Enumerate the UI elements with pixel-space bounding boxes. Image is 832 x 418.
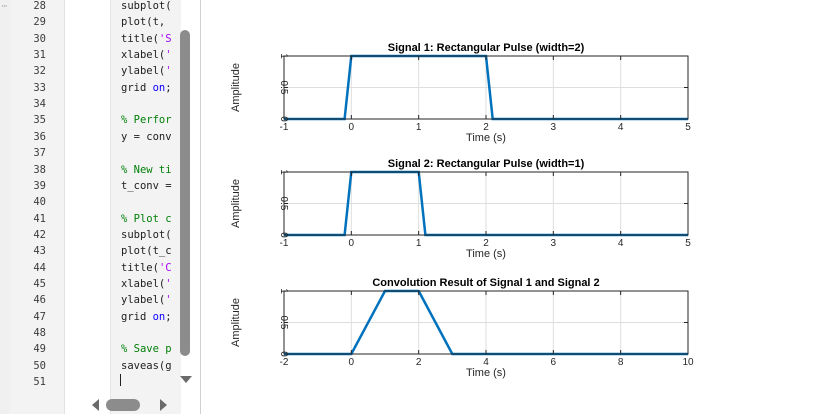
line-number: 37 (33, 147, 46, 160)
code-editor[interactable]: ··· 28 29 30 31 32 33 34 35 36 37 38 39 40 41 42 43 44 45… (0, 0, 201, 414)
line-number: 43 (33, 245, 46, 258)
line-number: 45 (33, 277, 46, 290)
y-axis-label: Amplitude (230, 179, 242, 228)
code-line[interactable]: ylabel(' (121, 65, 172, 78)
scroll-down-arrow-icon[interactable] (180, 376, 192, 383)
line-number: 33 (33, 81, 46, 94)
y-tick-label: 1 (278, 169, 289, 175)
line-number: 47 (33, 310, 46, 323)
x-tick-label: 4 (618, 122, 624, 133)
code-line[interactable]: title('C (121, 261, 172, 274)
x-tick-label: 5 (685, 122, 691, 133)
y-tick-label: 0.5 (278, 197, 289, 211)
scroll-left-arrow-icon[interactable] (92, 399, 99, 411)
x-axis-label: Time (s) (466, 132, 506, 144)
y-tick-label: 1 (278, 53, 289, 59)
y-tick-label: 0 (278, 232, 289, 238)
x-tick-label: 4 (618, 238, 624, 249)
x-tick-label: 0 (349, 122, 355, 133)
line-number: 30 (33, 32, 46, 45)
y-tick-label: 1 (278, 288, 289, 294)
x-tick-label: 2 (483, 238, 489, 249)
x-tick-label: -2 (280, 357, 289, 368)
vertical-scrollbar-thumb[interactable] (180, 30, 190, 356)
line-number: 42 (33, 228, 46, 241)
x-tick-label: 4 (483, 357, 489, 368)
x-tick-label: 3 (551, 238, 557, 249)
line-number: 40 (33, 196, 46, 209)
code-line[interactable]: grid on; (121, 310, 172, 323)
x-tick-label: 3 (551, 122, 557, 133)
subplot-title: Convolution Result of Signal 1 and Signa… (372, 277, 599, 289)
code-line[interactable]: % Perfor (121, 114, 172, 127)
line-number: 46 (33, 294, 46, 307)
scroll-right-arrow-icon[interactable] (160, 399, 167, 411)
line-number: 32 (33, 65, 46, 78)
x-tick-label: 1 (416, 238, 422, 249)
code-area[interactable]: subplot( plot(t, title('S xlabel(' ylabel(' g… (110, 0, 181, 414)
x-tick-label: 1 (416, 122, 422, 133)
code-line[interactable]: y = conv (121, 130, 172, 143)
line-number: 34 (33, 98, 46, 111)
y-tick-label: 0 (278, 351, 289, 357)
x-tick-label: 8 (618, 357, 624, 368)
line-number: 49 (33, 343, 46, 356)
x-tick-label: 2 (483, 122, 489, 133)
code-line[interactable]: title('S (121, 32, 172, 45)
code-line[interactable]: t_conv = (121, 179, 172, 192)
line-number-gutter: 28 29 30 31 32 33 34 35 36 37 38 39 40 41 42 43 44 45 46 47… (10, 0, 65, 414)
code-line[interactable]: subplot( (121, 228, 172, 241)
code-line[interactable]: xlabel(' (121, 49, 172, 62)
y-tick-label: 0.5 (278, 316, 289, 330)
line-number: 38 (33, 163, 46, 176)
code-line[interactable]: % Plot c (121, 212, 172, 225)
code-line[interactable]: grid on; (121, 81, 172, 94)
x-axis-label: Time (s) (466, 248, 506, 260)
code-line[interactable]: % New ti (121, 163, 172, 176)
line-number: 44 (33, 261, 46, 274)
y-tick-label: 0.5 (278, 81, 289, 95)
line-number: 28 (33, 0, 46, 12)
code-line[interactable]: subplot( (121, 0, 172, 12)
line-number: 48 (33, 327, 46, 339)
x-tick-label: -1 (280, 238, 289, 249)
line-number: 29 (33, 16, 46, 29)
x-tick-label: 0 (349, 238, 355, 249)
line-number: 51 (33, 376, 46, 389)
line-number: 31 (33, 49, 46, 62)
x-tick-label: 6 (551, 357, 557, 368)
code-line[interactable]: saveas(g (121, 359, 172, 372)
text-caret (120, 374, 121, 386)
x-tick-label: 10 (682, 357, 694, 368)
code-line[interactable]: plot(t_c (121, 245, 172, 258)
y-tick-label: 0 (278, 116, 289, 122)
line-number: 35 (33, 114, 46, 127)
horizontal-scrollbar-thumb[interactable] (106, 399, 140, 411)
subplot-title: Signal 2: Rectangular Pulse (width=1) (388, 158, 585, 170)
code-line[interactable]: plot(t, (121, 16, 166, 29)
subplot-title: Signal 1: Rectangular Pulse (width=2) (388, 42, 585, 54)
line-number: 50 (33, 359, 46, 372)
y-axis-label: Amplitude (230, 298, 242, 347)
line-number: 41 (33, 212, 46, 225)
x-tick-label: 0 (349, 357, 355, 368)
line-number: 39 (33, 179, 46, 192)
x-axis-label: Time (s) (466, 367, 506, 379)
y-axis-label: Amplitude (230, 63, 242, 112)
x-tick-label: 2 (416, 357, 422, 368)
x-tick-label: -1 (280, 122, 289, 133)
figure-window: -1 0 1 2 3 4 5 0 0.5 1 Signal 1: Rectangular Pulse… (201, 0, 832, 414)
line-number: 36 (33, 130, 46, 143)
code-line[interactable]: % Save p (121, 343, 172, 356)
code-line[interactable]: ylabel(' (121, 294, 172, 307)
x-tick-label: 5 (685, 238, 691, 249)
more-icon[interactable]: ··· (1, 2, 8, 12)
fold-strip: ··· (0, 0, 10, 414)
code-line[interactable]: xlabel(' (121, 277, 172, 290)
